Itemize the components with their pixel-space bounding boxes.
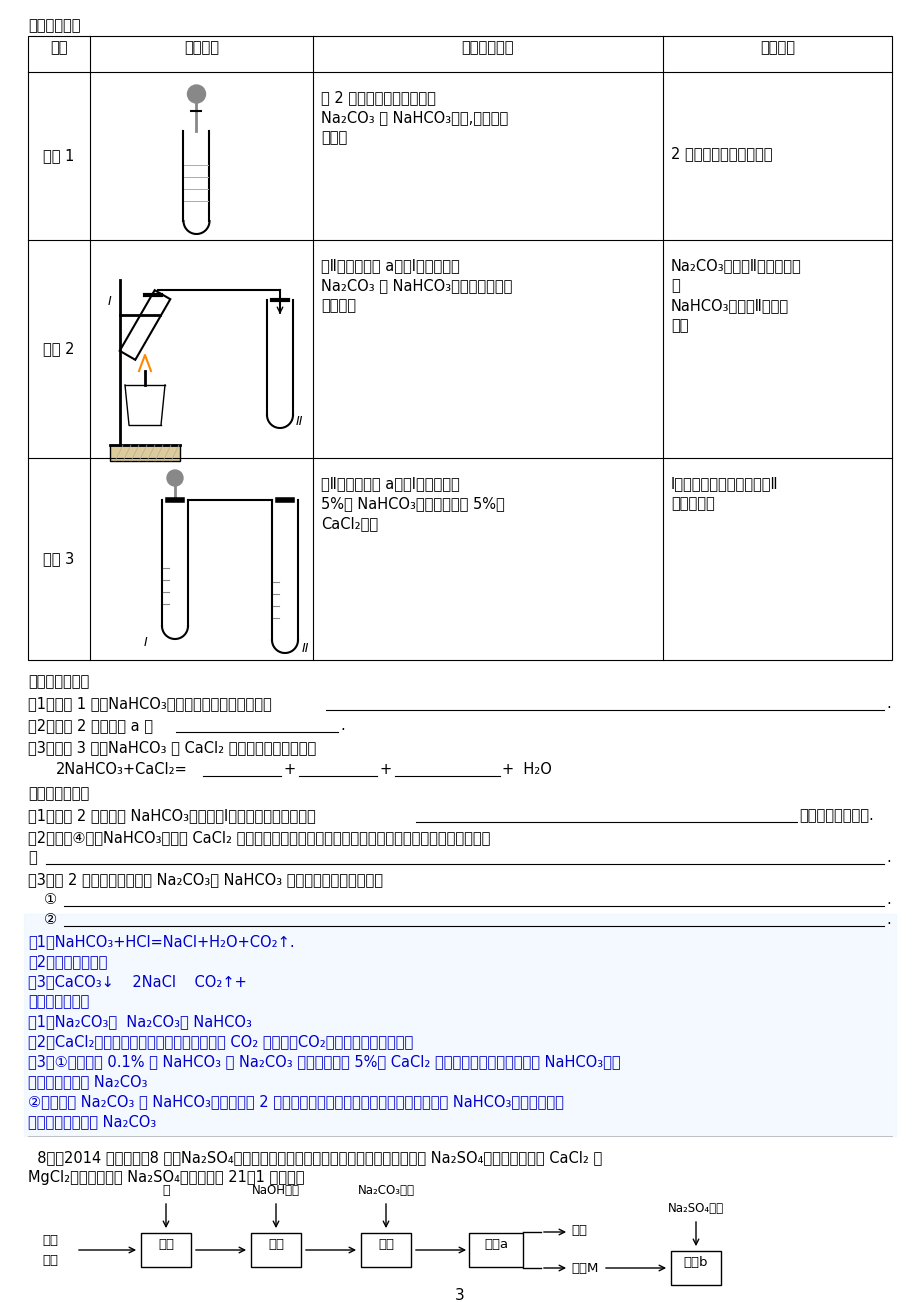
Text: 实验 3: 实验 3 xyxy=(43,552,74,566)
Bar xyxy=(670,1251,720,1285)
Bar xyxy=(110,445,180,461)
Text: 明显现象，固体为 Na₂CO₃: 明显现象，固体为 Na₂CO₃ xyxy=(28,1115,156,1129)
Text: .: . xyxy=(340,717,345,733)
Text: 样品: 样品 xyxy=(42,1254,58,1267)
Text: （1）实验 1 中，NaHCO₃与盐酸反应的化学方程式为: （1）实验 1 中，NaHCO₃与盐酸反应的化学方程式为 xyxy=(28,697,271,711)
Text: Na₂CO₃受热时Ⅱ中无明显现: Na₂CO₃受热时Ⅱ中无明显现 xyxy=(670,258,800,273)
Text: 【反思与评价】: 【反思与评价】 xyxy=(28,993,89,1009)
Text: Na₂SO₄溶液: Na₂SO₄溶液 xyxy=(667,1202,723,1215)
Text: ②: ② xyxy=(44,911,57,927)
Text: MgCl₂，实验室提纯 Na₂SO₄的流程如题 21－1 图所示。: MgCl₂，实验室提纯 Na₂SO₄的流程如题 21－1 图所示。 xyxy=(28,1170,304,1185)
Text: 2 支试管中均有气泡产生: 2 支试管中均有气泡产生 xyxy=(670,146,772,161)
Text: Ⅰ中出现浑浊，有气泡产生Ⅱ: Ⅰ中出现浑浊，有气泡产生Ⅱ xyxy=(670,477,777,491)
Text: 固体: 固体 xyxy=(571,1224,586,1237)
Text: （2）CaCl₂溶液的溶质质量分数较小，生成的 CO₂ 量较少，CO₂溶于水，因此没有气泡: （2）CaCl₂溶液的溶质质量分数较小，生成的 CO₂ 量较少，CO₂溶于水，因… xyxy=(28,1034,413,1049)
Text: 主要实验步骤: 主要实验步骤 xyxy=(461,40,514,55)
Text: （1）NaHCO₃+HCl=NaCl+H₂O+CO₂↑.: （1）NaHCO₃+HCl=NaCl+H₂O+CO₂↑. xyxy=(28,934,294,949)
Text: 3: 3 xyxy=(455,1288,464,1302)
Text: 操作b: 操作b xyxy=(683,1256,708,1269)
Text: 是: 是 xyxy=(28,850,37,865)
Circle shape xyxy=(167,470,183,486)
Text: 实验 2: 实验 2 xyxy=(43,341,74,357)
Text: （3）①各取少量 0.1% 的 NaHCO₃ 和 Na₂CO₃ 加入等质量的 5%的 CaCl₂ 溶液，若无明显现象，则为 NaHCO₃，若: （3）①各取少量 0.1% 的 NaHCO₃ 和 Na₂CO₃ 加入等质量的 5… xyxy=(28,1055,620,1069)
Bar xyxy=(141,1233,191,1267)
Text: 除杂: 除杂 xyxy=(378,1238,393,1251)
Text: 2NaHCO₃+CaCl₂=: 2NaHCO₃+CaCl₂= xyxy=(56,762,187,777)
Text: 【反思与评价】: 【反思与评价】 xyxy=(28,786,89,801)
Text: （3）用 2 种不同的方法鉴别 Na₂CO₃和 NaHCO₃ 固体，实验方案分别为：: （3）用 2 种不同的方法鉴别 Na₂CO₃和 NaHCO₃ 固体，实验方案分别… xyxy=(28,872,382,887)
Text: （2）资料④中，NaHCO₃溶液与 CaCl₂ 溶液混合的现象中，有些只观察到浑浊、未观察到气泡，原因可能: （2）资料④中，NaHCO₃溶液与 CaCl₂ 溶液混合的现象中，有些只观察到浑… xyxy=(28,829,490,845)
Text: （2）澄清的石灰水: （2）澄清的石灰水 xyxy=(28,954,108,969)
Text: II: II xyxy=(296,415,303,428)
Bar xyxy=(251,1233,301,1267)
Text: 浑浊: 浑浊 xyxy=(670,318,687,333)
Text: 向Ⅱ中加入试剂 a，向Ⅰ中加入少量: 向Ⅱ中加入试剂 a，向Ⅰ中加入少量 xyxy=(321,258,460,273)
Text: 实验装置: 实验装置 xyxy=(184,40,219,55)
Text: 溶解: 溶解 xyxy=(158,1238,174,1251)
Text: I: I xyxy=(108,296,111,309)
Text: 操作a: 操作a xyxy=(483,1238,507,1251)
Text: （写出所有可能）.: （写出所有可能）. xyxy=(798,809,873,823)
Text: Na₂CO₃ 和 NaHCO₃溶液,再分别滴: Na₂CO₃ 和 NaHCO₃溶液,再分别滴 xyxy=(321,109,507,125)
Text: 8．（2014 广东省）（8 分）Na₂SO₄是制造纸张、药品、染料稀释剂等的重要原料。某 Na₂SO₄样品中含有少量 CaCl₂ 和: 8．（2014 广东省）（8 分）Na₂SO₄是制造纸张、药品、染料稀释剂等的重… xyxy=(28,1150,602,1165)
Text: .: . xyxy=(885,850,890,865)
Text: 加盐酸: 加盐酸 xyxy=(321,130,346,145)
Text: 溶液M: 溶液M xyxy=(571,1262,597,1275)
Text: （1）实验 2 中，加热 NaHCO₃后，试管Ⅰ中残留固体成分可能为: （1）实验 2 中，加热 NaHCO₃后，试管Ⅰ中残留固体成分可能为 xyxy=(28,809,315,823)
Text: 中出现浑浊: 中出现浑浊 xyxy=(670,496,714,510)
Text: .: . xyxy=(885,892,890,907)
Text: 5%的 NaHCO₃溶液，再滴加 5%的: 5%的 NaHCO₃溶液，再滴加 5%的 xyxy=(321,496,505,510)
Text: 观察到浑浊则为 Na₂CO₃: 观察到浑浊则为 Na₂CO₃ xyxy=(28,1074,147,1088)
Text: 固体: 固体 xyxy=(42,1233,58,1246)
Text: 向Ⅱ中加入试剂 a，向Ⅰ中加入少量: 向Ⅱ中加入试剂 a，向Ⅰ中加入少量 xyxy=(321,477,460,491)
Text: ①: ① xyxy=(44,892,57,907)
Text: 序号: 序号 xyxy=(51,40,68,55)
Text: Na₂CO₃ 或 NaHCO₃固体，分别加热: Na₂CO₃ 或 NaHCO₃固体，分别加热 xyxy=(321,279,512,293)
Text: CaCl₂溶液: CaCl₂溶液 xyxy=(321,516,378,531)
Text: 一段时间: 一段时间 xyxy=(321,298,356,312)
Bar xyxy=(28,36,891,660)
Text: NaHCO₃受热时Ⅱ中出现: NaHCO₃受热时Ⅱ中出现 xyxy=(670,298,789,312)
Text: （2）实验 2 中，试剂 a 为: （2）实验 2 中，试剂 a 为 xyxy=(28,717,153,733)
Bar xyxy=(24,914,895,1137)
Text: 【进行实验】: 【进行实验】 xyxy=(28,18,81,33)
Text: Na₂CO₃溶液: Na₂CO₃溶液 xyxy=(357,1184,414,1197)
Bar xyxy=(360,1233,411,1267)
Text: +: + xyxy=(380,762,391,777)
Text: 向 2 支试管中分别加入少量: 向 2 支试管中分别加入少量 xyxy=(321,90,436,105)
Text: 除杂: 除杂 xyxy=(267,1238,284,1251)
Text: （3）CaCO₃↓    2NaCl    CO₂↑+: （3）CaCO₃↓ 2NaCl CO₂↑+ xyxy=(28,974,246,990)
Bar xyxy=(469,1233,522,1267)
Bar xyxy=(119,290,170,359)
Text: .: . xyxy=(885,911,890,927)
Text: 象: 象 xyxy=(670,279,679,293)
Text: NaOH溶液: NaOH溶液 xyxy=(252,1184,300,1197)
Text: （3）实验 3 中，NaHCO₃ 与 CaCl₂ 反应的化学方程式为：: （3）实验 3 中，NaHCO₃ 与 CaCl₂ 反应的化学方程式为： xyxy=(28,740,316,755)
Text: 实验 1: 实验 1 xyxy=(43,148,74,164)
Text: I: I xyxy=(144,635,148,648)
Text: 水: 水 xyxy=(162,1184,170,1197)
Text: +: + xyxy=(284,762,296,777)
Text: +  H₂O: + H₂O xyxy=(502,762,551,777)
Circle shape xyxy=(187,85,205,103)
Text: .: . xyxy=(885,697,890,711)
Text: II: II xyxy=(301,642,309,655)
Text: 【解释与结论】: 【解释与结论】 xyxy=(28,674,89,689)
Text: （1）Na₂CO₃；  Na₂CO₃， NaHCO₃: （1）Na₂CO₃； Na₂CO₃， NaHCO₃ xyxy=(28,1014,252,1029)
Text: ②各取少量 Na₂CO₃ 和 NaHCO₃固体于实验 2 装置中，若观察到澄清石灰水变浑浊，固体为 NaHCO₃，若观察到无: ②各取少量 Na₂CO₃ 和 NaHCO₃固体于实验 2 装置中，若观察到澄清石… xyxy=(28,1094,563,1109)
Text: 实验现象: 实验现象 xyxy=(759,40,794,55)
